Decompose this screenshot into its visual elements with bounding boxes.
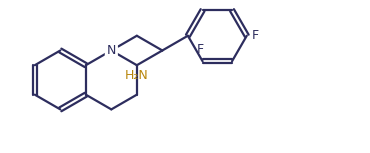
Text: H₂N: H₂N [125, 69, 149, 82]
Text: N: N [107, 44, 116, 57]
Text: F: F [252, 29, 259, 42]
Text: F: F [197, 43, 204, 56]
